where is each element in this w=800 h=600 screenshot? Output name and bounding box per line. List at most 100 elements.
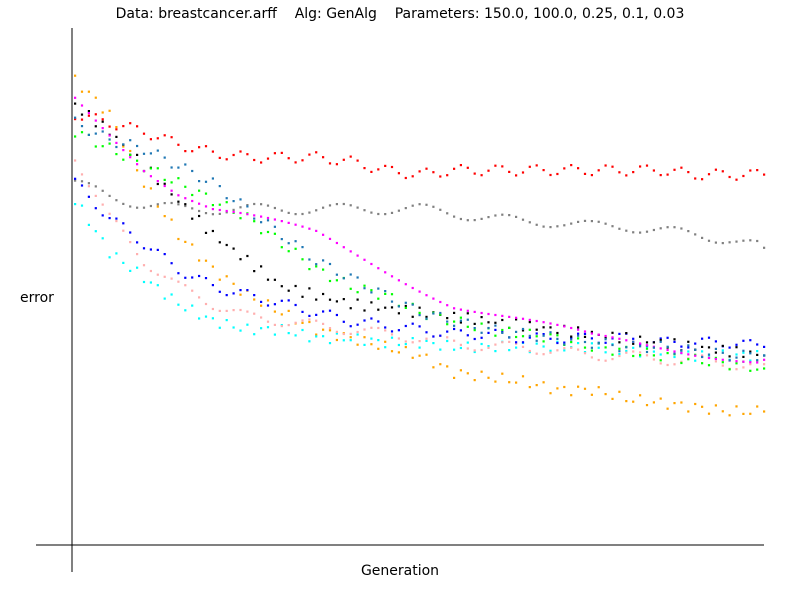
data-point xyxy=(87,223,90,226)
data-point xyxy=(528,334,531,337)
data-point xyxy=(280,238,283,241)
data-point xyxy=(425,315,428,318)
data-point xyxy=(80,204,84,207)
data-point xyxy=(625,229,628,232)
data-point xyxy=(632,342,635,345)
data-point xyxy=(453,215,456,218)
data-point xyxy=(508,315,511,318)
data-point xyxy=(115,128,118,131)
data-point xyxy=(101,214,104,217)
data-point xyxy=(273,206,276,210)
data-point xyxy=(301,328,304,332)
data-point xyxy=(363,319,366,322)
data-point xyxy=(115,220,118,223)
data-point xyxy=(342,332,345,336)
data-point xyxy=(549,349,552,352)
data-point xyxy=(632,171,635,174)
data-point xyxy=(156,284,159,287)
data-point xyxy=(191,207,194,210)
data-point xyxy=(349,336,352,339)
data-point xyxy=(480,331,483,334)
data-point xyxy=(294,303,297,307)
data-point xyxy=(404,346,407,349)
data-point xyxy=(170,189,173,192)
data-point xyxy=(156,137,159,140)
data-point xyxy=(370,262,373,266)
data-point xyxy=(570,341,573,344)
data-point xyxy=(260,203,263,206)
data-point xyxy=(301,321,304,324)
data-point xyxy=(639,351,642,354)
data-point xyxy=(618,341,621,344)
data-point xyxy=(446,339,449,343)
data-point xyxy=(666,345,669,348)
data-point xyxy=(473,172,476,175)
data-point xyxy=(418,170,421,173)
y-axis-label: error xyxy=(20,290,54,306)
data-point xyxy=(384,290,387,293)
data-point xyxy=(611,358,614,361)
data-point xyxy=(260,215,263,218)
data-point xyxy=(494,328,497,331)
data-point xyxy=(322,335,325,338)
data-point xyxy=(177,237,180,241)
data-point xyxy=(645,230,649,233)
data-point xyxy=(618,350,621,353)
data-point xyxy=(363,284,366,287)
data-point xyxy=(673,338,676,341)
data-point xyxy=(466,312,469,315)
data-point xyxy=(74,159,77,162)
data-point xyxy=(273,152,276,155)
data-point xyxy=(232,282,235,285)
data-point xyxy=(542,353,545,356)
data-point xyxy=(652,341,655,344)
data-point xyxy=(515,346,518,349)
data-point xyxy=(184,204,187,208)
data-point xyxy=(714,340,717,343)
data-point xyxy=(390,211,394,214)
data-point xyxy=(735,405,738,408)
data-point xyxy=(590,393,593,396)
data-point xyxy=(273,310,276,313)
data-point xyxy=(397,209,400,212)
data-point xyxy=(432,335,435,338)
data-point xyxy=(501,328,504,332)
data-point xyxy=(301,319,304,322)
data-point xyxy=(273,333,276,336)
data-point xyxy=(225,319,228,322)
data-point xyxy=(315,335,318,338)
data-point xyxy=(508,381,511,384)
data-point xyxy=(749,339,752,342)
data-point xyxy=(308,320,311,324)
data-point xyxy=(115,126,118,129)
data-point xyxy=(363,309,366,312)
data-point xyxy=(101,118,104,121)
data-point xyxy=(680,227,683,230)
data-point xyxy=(432,366,435,369)
data-point xyxy=(280,313,283,316)
data-point xyxy=(515,381,518,384)
data-point xyxy=(487,326,490,330)
data-point xyxy=(466,166,469,169)
data-point xyxy=(515,342,518,345)
data-point xyxy=(645,341,649,344)
data-point xyxy=(301,212,304,216)
data-point xyxy=(439,300,442,304)
data-points xyxy=(74,74,766,417)
data-point xyxy=(294,161,297,164)
data-point xyxy=(570,336,573,340)
data-point xyxy=(163,178,166,181)
data-point xyxy=(604,359,607,362)
data-point xyxy=(597,342,600,345)
data-point xyxy=(439,313,442,316)
data-point xyxy=(742,174,745,178)
data-point xyxy=(701,355,704,359)
data-point xyxy=(204,277,208,280)
data-point xyxy=(377,326,380,330)
data-point xyxy=(184,150,187,153)
data-point xyxy=(611,225,614,228)
data-point xyxy=(335,332,338,335)
data-point xyxy=(432,297,435,300)
data-point xyxy=(618,337,621,340)
data-point xyxy=(694,348,697,351)
